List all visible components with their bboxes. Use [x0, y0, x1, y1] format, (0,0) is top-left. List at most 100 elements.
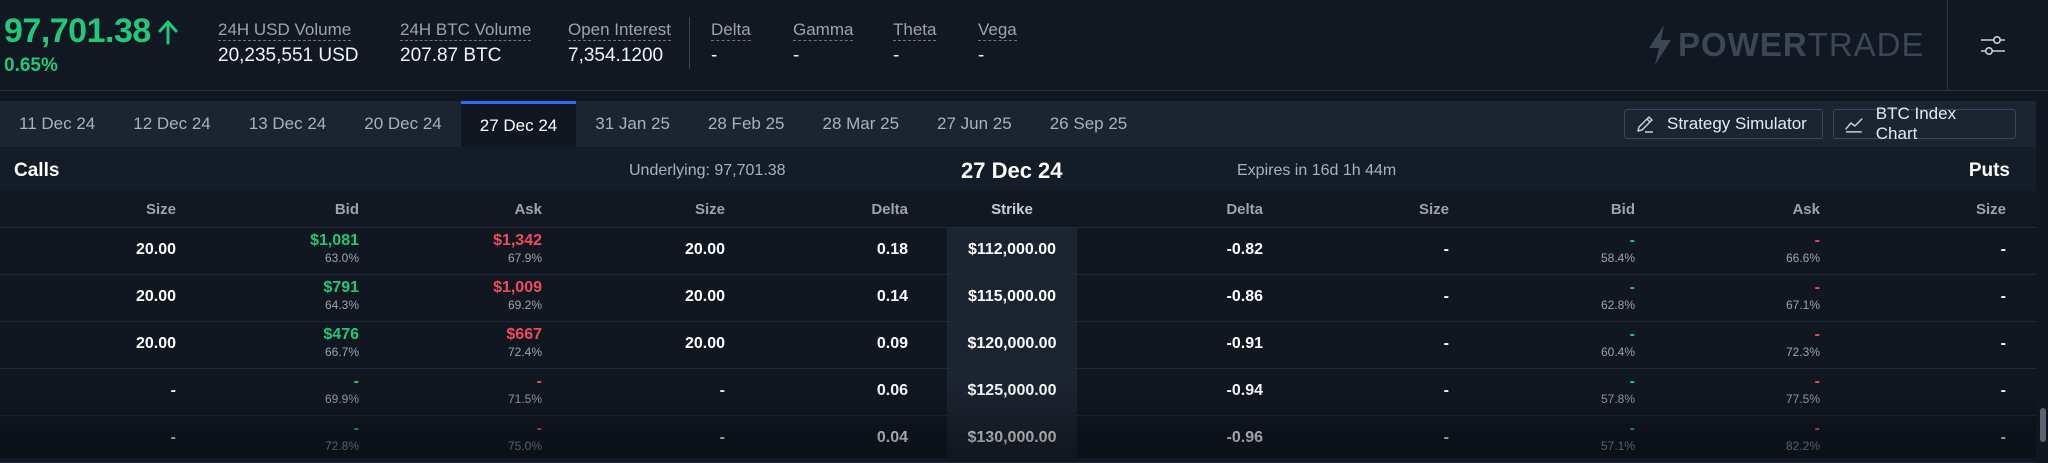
stat-open-interest: Open Interest 7,354.1200	[568, 20, 672, 67]
col-header-strike: Strike	[991, 201, 1033, 218]
call-ask-size[interactable]: 20.00	[684, 288, 725, 305]
price-change: 0.65%	[4, 55, 58, 76]
put-bid[interactable]: -60.4%	[1600, 326, 1635, 360]
powertrade-logo: POWER TRADE	[1646, 24, 1925, 66]
put-delta: -0.82	[1226, 241, 1263, 258]
call-delta: 0.09	[876, 335, 908, 352]
call-bid-size[interactable]: 20.00	[135, 241, 176, 258]
call-bid[interactable]: $791 64.3%	[323, 279, 359, 313]
put-ask-size[interactable]: -	[2000, 335, 2006, 352]
line-chart-icon	[1845, 118, 1863, 133]
stat-value: -	[793, 45, 800, 66]
table-header-row: Size Bid Ask Size Delta Strike Delta Siz…	[0, 192, 2036, 228]
call-ask[interactable]: $1,009 69.2%	[493, 279, 542, 313]
tab-expiry[interactable]: 12 Dec 24	[133, 114, 211, 133]
tab-expiry-active[interactable]: 27 Dec 24	[460, 101, 577, 147]
stat-value: -	[978, 45, 985, 66]
tab-expiry[interactable]: 27 Jun 25	[937, 114, 1012, 133]
col-header-put-ask-size: Size	[1975, 201, 2006, 218]
col-header-put-ask: Ask	[1792, 201, 1820, 218]
stat-label[interactable]: Theta	[893, 20, 937, 41]
put-bid[interactable]: -62.8%	[1600, 279, 1635, 313]
table-scrollbar[interactable]	[2036, 101, 2048, 458]
call-bid[interactable]: -72.8%	[324, 420, 359, 454]
put-bid-size[interactable]: -	[1443, 429, 1449, 446]
tab-expiry[interactable]: 28 Feb 25	[707, 114, 785, 133]
stat-label[interactable]: Delta	[711, 20, 751, 41]
strategy-simulator-button[interactable]: Strategy Simulator	[1624, 109, 1823, 139]
expiry-tabs: 11 Dec 24 12 Dec 24 13 Dec 24 20 Dec 24 …	[0, 101, 1146, 147]
stat-btc-volume: 24H BTC Volume 207.87 BTC	[400, 20, 532, 67]
call-ask-size[interactable]: 20.00	[684, 335, 725, 352]
call-ask[interactable]: -71.5%	[507, 373, 542, 407]
call-bid-size[interactable]: 20.00	[135, 288, 176, 305]
table-body: 20.00 $1,081 63.0% $1,342 67.9% 20.00 0.18…	[0, 228, 2036, 463]
put-ask[interactable]: -67.1%	[1785, 279, 1820, 313]
call-bid-size[interactable]: 20.00	[135, 335, 176, 352]
expires-countdown: Expires in 16d 1h 44m	[1237, 162, 1397, 179]
put-ask[interactable]: -77.5%	[1785, 373, 1820, 407]
arrow-up-icon	[158, 20, 178, 44]
tab-expiry[interactable]: 20 Dec 24	[364, 114, 442, 133]
col-header-call-bid-size: Size	[145, 201, 176, 218]
stat-value: 7,354.1200	[568, 45, 664, 66]
sliders-icon[interactable]	[1978, 30, 2008, 60]
puts-heading: Puts	[1968, 160, 2010, 181]
call-bid-size[interactable]: -	[170, 382, 176, 399]
table-title-row: Calls Underlying: 97,701.38 27 Dec 24 Ex…	[0, 147, 2036, 191]
table-row: - -72.8% -75.0% - 0.04 $130,000.00 -0.96…	[0, 416, 2036, 463]
put-bid[interactable]: -58.4%	[1600, 232, 1635, 266]
expiry-tabs-bar: 11 Dec 24 12 Dec 24 13 Dec 24 20 Dec 24 …	[0, 101, 2036, 147]
bolt-icon	[1649, 25, 1671, 65]
market-stats-bar: 97,701.38 0.65% 24H USD Volume 20,235,55…	[0, 0, 2048, 91]
strike-price: $130,000.00	[967, 429, 1057, 446]
put-ask-size[interactable]: -	[2000, 429, 2006, 446]
call-delta: 0.14	[876, 288, 908, 305]
put-bid-size[interactable]: -	[1443, 288, 1449, 305]
call-bid[interactable]: -69.9%	[324, 373, 359, 407]
tab-expiry[interactable]: 11 Dec 24	[19, 114, 96, 133]
put-ask[interactable]: -72.3%	[1785, 326, 1820, 360]
call-ask[interactable]: -75.0%	[507, 420, 542, 454]
stat-label[interactable]: Vega	[978, 20, 1017, 41]
call-bid[interactable]: $476 66.7%	[323, 326, 359, 360]
stat-label[interactable]: 24H BTC Volume	[400, 20, 532, 41]
stat-label[interactable]: Open Interest	[568, 20, 672, 41]
call-ask-size[interactable]: -	[719, 429, 725, 446]
logo-text-bold: POWER	[1678, 26, 1808, 63]
col-header-put-bid-size: Size	[1418, 201, 1449, 218]
put-ask[interactable]: -82.2%	[1785, 420, 1820, 454]
put-bid-size[interactable]: -	[1443, 335, 1449, 352]
index-price: 97,701.38	[4, 12, 179, 51]
stat-label[interactable]: 24H USD Volume	[218, 20, 352, 41]
col-header-call-delta: Delta	[871, 201, 908, 218]
scrollbar-thumb[interactable]	[2040, 408, 2046, 442]
strike-price: $120,000.00	[967, 335, 1057, 352]
call-delta: 0.06	[876, 382, 908, 399]
strike-price: $112,000.00	[967, 241, 1057, 258]
stat-value: 207.87 BTC	[400, 45, 502, 66]
put-bid-size[interactable]: -	[1443, 241, 1449, 258]
call-ask[interactable]: $667 72.4%	[506, 326, 542, 360]
stats-divider	[689, 17, 690, 69]
tab-expiry[interactable]: 28 Mar 25	[822, 114, 900, 133]
underlying-price: Underlying: 97,701.38	[629, 162, 786, 179]
put-ask-size[interactable]: -	[2000, 241, 2006, 258]
call-ask-size[interactable]: 20.00	[684, 241, 725, 258]
tab-expiry[interactable]: 26 Sep 25	[1049, 114, 1128, 133]
put-delta: -0.96	[1226, 429, 1263, 446]
put-ask-size[interactable]: -	[2000, 288, 2006, 305]
tab-expiry[interactable]: 13 Dec 24	[248, 114, 327, 133]
put-bid-size[interactable]: -	[1443, 382, 1449, 399]
btc-index-chart-button[interactable]: BTC Index Chart	[1833, 104, 2016, 143]
stat-label[interactable]: Gamma	[793, 20, 854, 41]
put-bid[interactable]: -57.8%	[1600, 373, 1635, 407]
tab-expiry[interactable]: 31 Jan 25	[595, 114, 670, 133]
put-bid[interactable]: -57.1%	[1600, 420, 1635, 454]
call-bid-size[interactable]: -	[170, 429, 176, 446]
call-ask-size[interactable]: -	[719, 382, 725, 399]
put-ask[interactable]: -66.6%	[1785, 232, 1820, 266]
call-bid[interactable]: $1,081 63.0%	[310, 232, 359, 266]
put-ask-size[interactable]: -	[2000, 382, 2006, 399]
call-ask[interactable]: $1,342 67.9%	[493, 232, 542, 266]
